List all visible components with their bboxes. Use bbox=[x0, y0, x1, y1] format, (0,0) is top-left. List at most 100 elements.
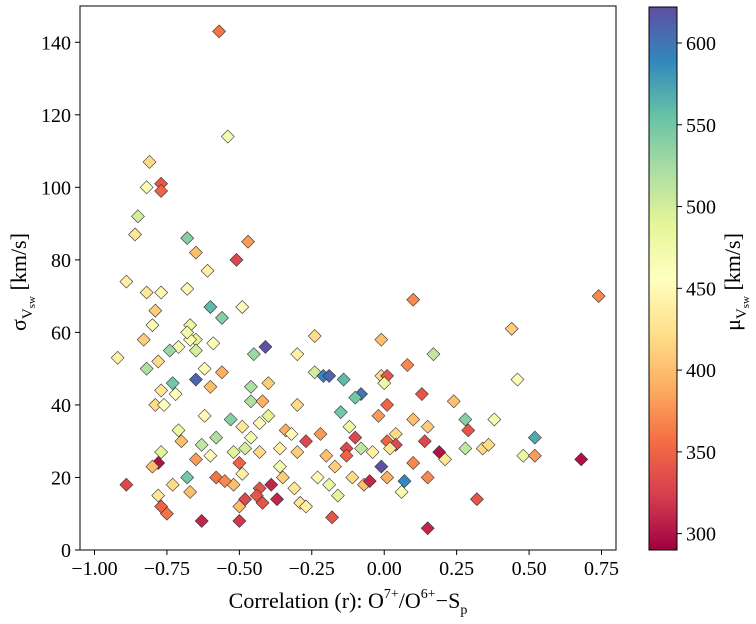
scatter-point bbox=[151, 456, 166, 470]
scatter-point bbox=[313, 427, 328, 441]
y-tick-label: 140 bbox=[41, 32, 71, 54]
colorbar-title-sub: V bbox=[734, 308, 750, 319]
scatter-point bbox=[261, 376, 276, 391]
scatter-point bbox=[145, 459, 160, 474]
scatter-point bbox=[154, 383, 169, 398]
scatter-point bbox=[203, 448, 218, 463]
scatter-point bbox=[215, 365, 229, 380]
scatter-point bbox=[252, 416, 267, 430]
scatter-point bbox=[159, 506, 174, 521]
scatter-point bbox=[188, 343, 203, 358]
scatter-point bbox=[148, 303, 163, 318]
colorbar-tick-label: 600 bbox=[686, 33, 716, 55]
scatter-point bbox=[139, 180, 154, 195]
scatter-point bbox=[397, 474, 412, 489]
x-tick-label: 0.00 bbox=[367, 558, 402, 580]
scatter-point bbox=[119, 477, 134, 492]
scatter-point bbox=[220, 129, 235, 144]
scatter-point bbox=[180, 325, 195, 340]
scatter-point bbox=[226, 445, 241, 460]
scatter-point bbox=[217, 474, 232, 489]
scatter-point bbox=[165, 477, 180, 492]
scatter-point bbox=[510, 372, 525, 387]
scatter-point bbox=[151, 354, 166, 369]
scatter-point bbox=[188, 452, 203, 467]
scatter-point bbox=[293, 495, 308, 510]
scatter-point bbox=[354, 441, 368, 456]
colorbar-tick-label: 400 bbox=[686, 360, 716, 382]
scatter-point bbox=[336, 372, 351, 387]
scatter-point bbox=[131, 209, 145, 224]
scatter-point bbox=[330, 488, 345, 503]
scatter-point bbox=[345, 470, 360, 485]
scatter-point bbox=[339, 448, 354, 463]
x-axis-title: Correlation (r): O7+/O6+−Sp bbox=[229, 587, 468, 618]
scatter-point bbox=[235, 466, 250, 481]
scatter-point bbox=[374, 332, 389, 347]
scatter-point bbox=[380, 398, 395, 412]
scatter-point bbox=[168, 387, 183, 401]
plot-frame bbox=[79, 5, 617, 551]
scatter-point bbox=[272, 459, 287, 474]
scatter-point bbox=[194, 514, 209, 528]
scatter-point bbox=[527, 430, 542, 445]
x-axis-title-prefix: Correlation (r): O bbox=[229, 588, 384, 613]
scatter-point bbox=[232, 499, 247, 514]
scatter-point bbox=[232, 456, 247, 470]
scatter-point bbox=[307, 329, 322, 343]
scatter-point bbox=[235, 300, 250, 314]
x-tick-label: 0.75 bbox=[584, 558, 619, 580]
scatter-point bbox=[272, 441, 287, 456]
y-tick-label: 0 bbox=[61, 540, 71, 562]
scatter-point bbox=[310, 470, 325, 485]
scatter-point bbox=[299, 434, 313, 449]
scatter-point bbox=[348, 390, 363, 405]
scatter-point bbox=[365, 445, 380, 460]
colorbar-tick-label: 350 bbox=[686, 442, 716, 464]
scatter-point bbox=[406, 412, 421, 427]
y-axis-title-main: σ bbox=[6, 319, 31, 331]
scatter-point bbox=[154, 184, 169, 198]
scatter-point bbox=[128, 227, 142, 242]
scatter-point bbox=[420, 470, 435, 485]
scatter-point bbox=[461, 423, 476, 438]
scatter-point bbox=[380, 470, 395, 485]
scatter-point bbox=[171, 423, 186, 438]
scatter-point bbox=[174, 434, 189, 449]
y-tick-label: 120 bbox=[41, 105, 71, 127]
scatter-point bbox=[270, 492, 284, 507]
scatter-point bbox=[290, 445, 305, 460]
scatter-point bbox=[325, 510, 339, 525]
y-axis-title: σVsw [km/s] bbox=[6, 233, 38, 331]
scatter-point bbox=[142, 155, 157, 169]
scatter-point bbox=[394, 485, 409, 499]
scatter-point bbox=[400, 358, 415, 372]
scatter-point bbox=[180, 231, 195, 246]
colorbar-title-subsub: sw bbox=[740, 296, 752, 308]
scatter-point bbox=[188, 372, 203, 387]
y-tick-label: 100 bbox=[41, 177, 71, 199]
x-axis-title-sup2: 6+ bbox=[421, 587, 436, 602]
scatter-point bbox=[322, 477, 337, 492]
scatter-point bbox=[209, 470, 224, 485]
scatter-point bbox=[200, 263, 215, 278]
scatter-point bbox=[188, 245, 203, 260]
scatter-point bbox=[420, 419, 435, 434]
scatter-point bbox=[223, 412, 238, 427]
x-tick-label: 0.25 bbox=[439, 558, 474, 580]
scatter-point bbox=[154, 285, 169, 300]
scatter-point bbox=[290, 347, 305, 362]
scatter-point bbox=[591, 289, 606, 304]
scatter-point bbox=[229, 252, 244, 267]
scatter-point bbox=[284, 427, 299, 441]
scatter-point bbox=[333, 405, 348, 420]
colorbar-title-main: μ bbox=[720, 319, 745, 331]
scatter-point bbox=[235, 419, 250, 434]
scatter-point bbox=[203, 379, 218, 394]
scatter-point bbox=[183, 485, 198, 499]
scatter-point bbox=[180, 470, 195, 485]
scatter-point bbox=[249, 488, 264, 503]
y-tick-label: 80 bbox=[51, 250, 71, 272]
scatter-point bbox=[446, 394, 461, 409]
